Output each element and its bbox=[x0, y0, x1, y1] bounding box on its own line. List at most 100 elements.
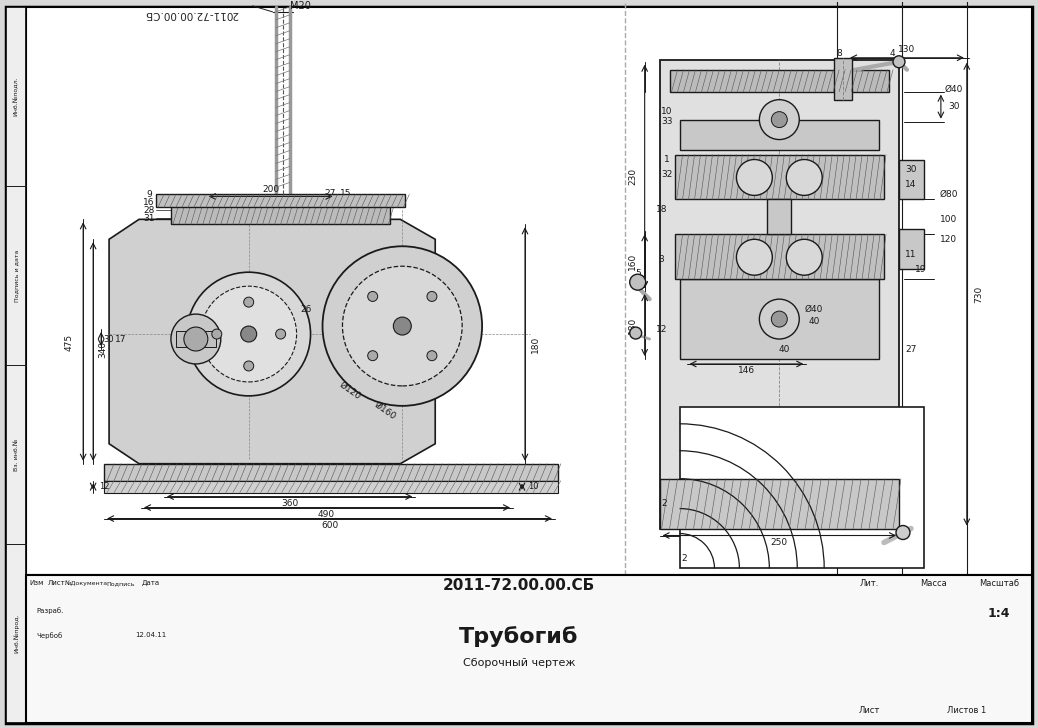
Text: 14: 14 bbox=[905, 180, 917, 189]
Text: Лист: Лист bbox=[858, 705, 880, 715]
Bar bbox=[899, 159, 924, 199]
Text: 30: 30 bbox=[104, 335, 114, 344]
Text: 18: 18 bbox=[656, 205, 667, 214]
Text: Ø80: Ø80 bbox=[939, 190, 958, 199]
Circle shape bbox=[893, 56, 905, 68]
Text: 600: 600 bbox=[321, 521, 338, 530]
Text: 230: 230 bbox=[628, 168, 637, 185]
Circle shape bbox=[171, 314, 221, 364]
Text: 1:4: 1:4 bbox=[987, 607, 1010, 620]
Text: 5: 5 bbox=[635, 269, 640, 277]
Circle shape bbox=[736, 159, 772, 195]
Bar bbox=[835, 58, 852, 100]
Text: 15: 15 bbox=[339, 189, 351, 198]
Bar bbox=[675, 154, 884, 199]
Text: 26: 26 bbox=[300, 304, 311, 314]
Polygon shape bbox=[109, 219, 435, 464]
Bar bbox=[680, 407, 924, 569]
Text: 130: 130 bbox=[898, 45, 916, 55]
Text: 27: 27 bbox=[325, 189, 336, 198]
Text: 1: 1 bbox=[663, 155, 670, 164]
Circle shape bbox=[244, 361, 253, 371]
Text: Подпись и дата: Подпись и дата bbox=[13, 249, 19, 301]
Circle shape bbox=[427, 291, 437, 301]
Bar bbox=[156, 194, 405, 207]
Text: 340: 340 bbox=[99, 341, 108, 357]
Text: Лист: Лист bbox=[48, 580, 65, 586]
Text: Листов 1: Листов 1 bbox=[948, 705, 986, 715]
Text: 10: 10 bbox=[527, 482, 539, 491]
Text: 475: 475 bbox=[64, 333, 74, 351]
Bar bbox=[104, 480, 557, 493]
Text: Ø160: Ø160 bbox=[373, 400, 398, 422]
Text: Дата: Дата bbox=[142, 580, 160, 587]
Text: 19: 19 bbox=[916, 265, 927, 274]
Bar bbox=[899, 229, 924, 269]
Text: 30: 30 bbox=[948, 102, 959, 111]
Text: 360: 360 bbox=[281, 499, 298, 508]
Circle shape bbox=[760, 299, 799, 339]
Text: 40: 40 bbox=[778, 344, 790, 354]
Circle shape bbox=[787, 159, 822, 195]
Text: 17: 17 bbox=[115, 335, 127, 344]
Text: 146: 146 bbox=[738, 366, 755, 376]
Text: 12: 12 bbox=[656, 325, 667, 333]
Circle shape bbox=[367, 291, 378, 301]
Circle shape bbox=[736, 240, 772, 275]
Text: 28: 28 bbox=[143, 206, 155, 215]
Text: Ø40: Ø40 bbox=[805, 304, 823, 314]
Text: 730: 730 bbox=[975, 285, 983, 303]
Text: 200: 200 bbox=[262, 185, 279, 194]
Text: Инб.№подл.: Инб.№подл. bbox=[13, 76, 19, 116]
Bar bbox=[6, 7, 26, 723]
Text: Лит.: Лит. bbox=[859, 579, 879, 588]
Circle shape bbox=[187, 272, 310, 396]
Circle shape bbox=[276, 329, 285, 339]
Circle shape bbox=[367, 351, 378, 360]
Bar bbox=[175, 331, 216, 347]
Text: Разраб.: Разраб. bbox=[36, 607, 63, 614]
Text: 12: 12 bbox=[99, 482, 109, 491]
Bar bbox=[767, 199, 791, 234]
Text: Масштаб: Масштаб bbox=[979, 579, 1018, 588]
Circle shape bbox=[630, 327, 641, 339]
Text: 12.04.11: 12.04.11 bbox=[135, 632, 166, 638]
Text: Инб.№прод.: Инб.№прод. bbox=[13, 614, 19, 653]
Bar bbox=[26, 7, 1032, 575]
Text: 40: 40 bbox=[809, 317, 820, 325]
Text: 33: 33 bbox=[661, 117, 673, 126]
Text: Ø40: Ø40 bbox=[945, 85, 963, 94]
Circle shape bbox=[244, 297, 253, 307]
Circle shape bbox=[630, 274, 646, 290]
Text: 32: 32 bbox=[661, 170, 673, 179]
Text: 16: 16 bbox=[143, 198, 155, 207]
Text: 2011-72.00.00.СБ: 2011-72.00.00.СБ bbox=[144, 9, 238, 19]
Circle shape bbox=[760, 100, 799, 140]
Bar bbox=[659, 478, 899, 529]
Text: Ø120: Ø120 bbox=[338, 380, 363, 402]
Circle shape bbox=[343, 266, 462, 386]
Circle shape bbox=[184, 327, 208, 351]
Text: 8: 8 bbox=[837, 50, 842, 58]
Circle shape bbox=[323, 246, 482, 405]
Text: 2: 2 bbox=[662, 499, 667, 508]
Text: 9: 9 bbox=[146, 190, 152, 199]
Text: 490: 490 bbox=[318, 510, 335, 519]
Text: Масса: Масса bbox=[921, 579, 948, 588]
Bar bbox=[659, 60, 899, 529]
Text: 180: 180 bbox=[628, 317, 637, 333]
Text: Чербоб: Чербоб bbox=[36, 632, 62, 638]
Circle shape bbox=[787, 240, 822, 275]
Text: 160: 160 bbox=[628, 253, 637, 270]
Bar bbox=[675, 234, 884, 279]
Text: Изм: Изм bbox=[29, 580, 44, 586]
Text: 4: 4 bbox=[890, 50, 895, 58]
Circle shape bbox=[393, 317, 411, 335]
Text: 3: 3 bbox=[659, 255, 664, 264]
Text: 100: 100 bbox=[940, 215, 957, 223]
Text: №Документа: №Документа bbox=[64, 580, 108, 586]
Text: 250: 250 bbox=[771, 538, 788, 547]
Bar bbox=[104, 464, 557, 480]
Bar bbox=[26, 575, 1032, 723]
Text: 120: 120 bbox=[940, 235, 957, 244]
